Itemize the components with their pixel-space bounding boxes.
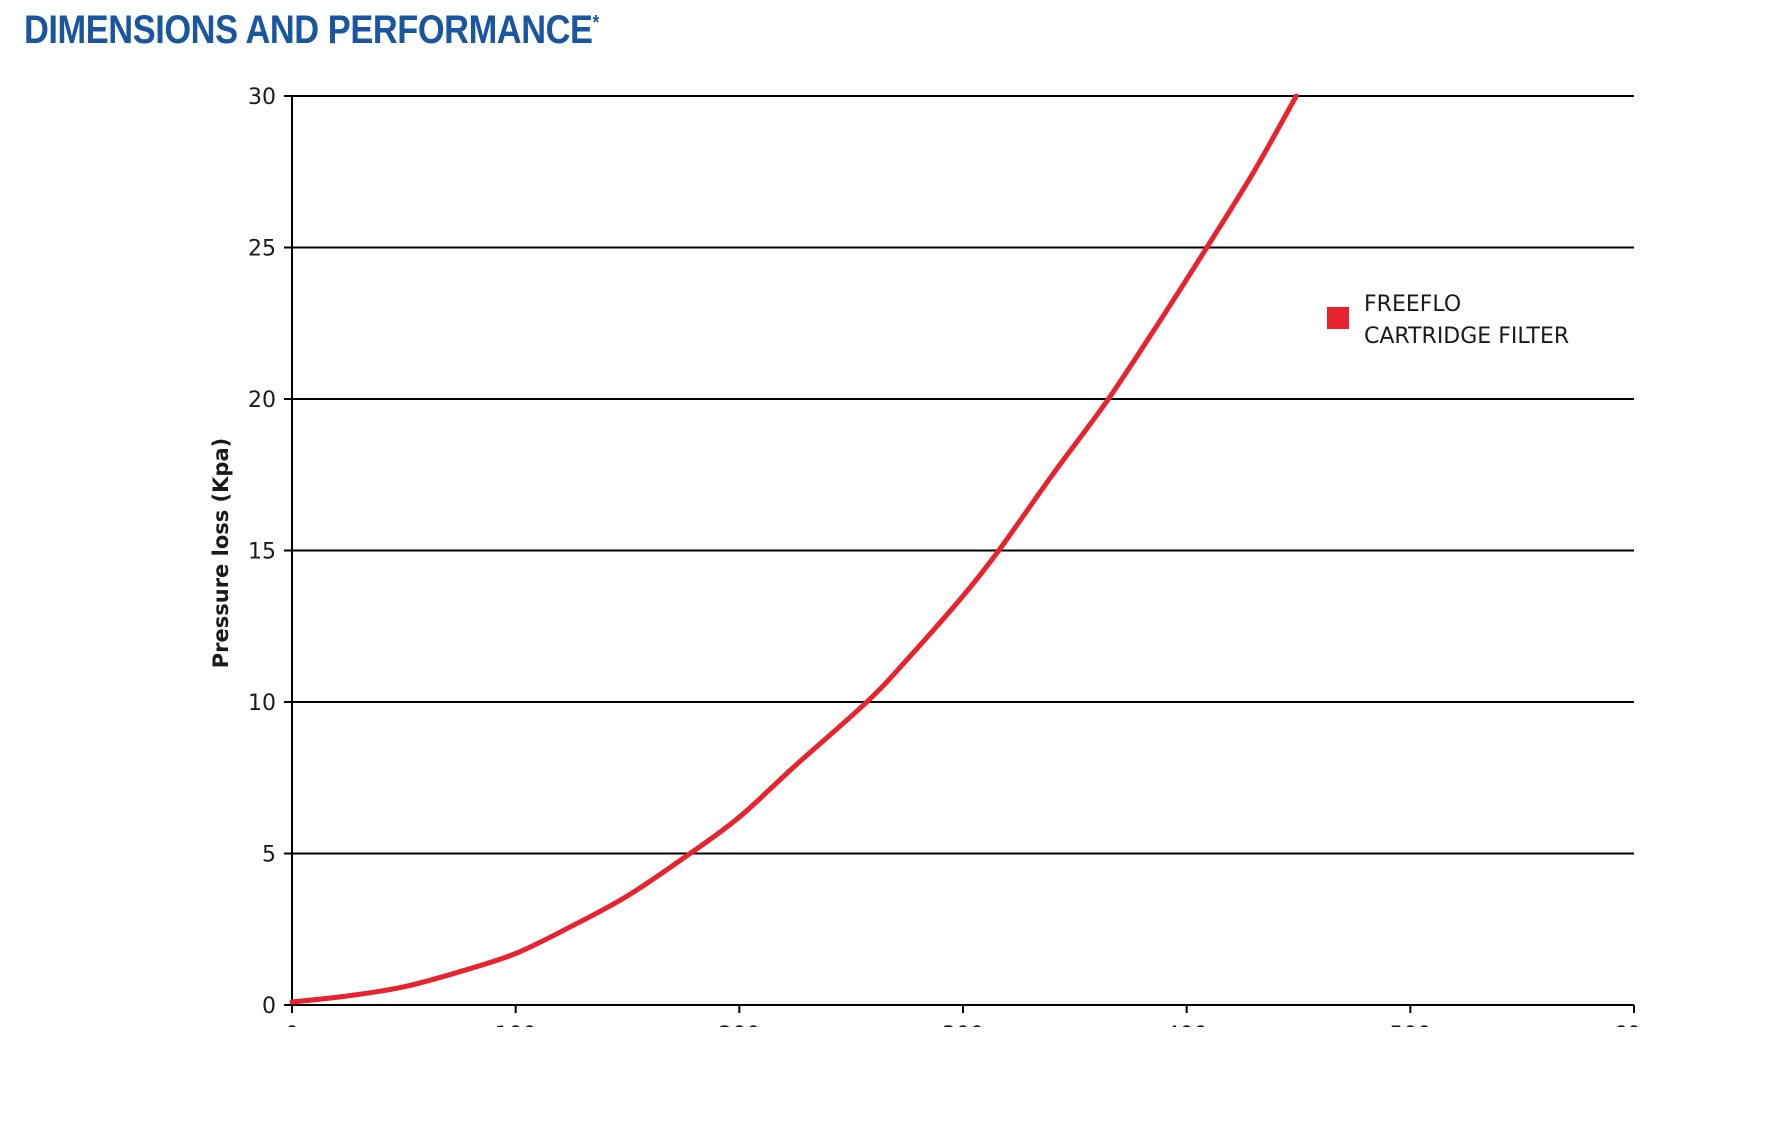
page-title-text: DIMENSIONS AND PERFORMANCE: [24, 8, 593, 52]
y-tick-label-10: 10: [248, 691, 276, 716]
y-tick-label-15: 15: [248, 540, 276, 565]
page-title: DIMENSIONS AND PERFORMANCE*: [24, 8, 599, 53]
series-point-0-7: [690, 853, 691, 854]
series-point-0-3: [459, 971, 460, 972]
y-axis-label: Pressure loss (Kpa): [209, 438, 233, 668]
x-tick-label-0: 0: [285, 1023, 299, 1048]
series-point-0-8: [739, 817, 740, 818]
axes: [284, 95, 1635, 1013]
series-layer: [289, 93, 1299, 1005]
series-point-0-17: [1206, 247, 1207, 248]
legend: FREEFLO CARTRIDGE FILTER: [1327, 292, 1569, 349]
legend-label-line-2: CARTRIDGE FILTER: [1364, 324, 1569, 349]
y-tick-label-0: 0: [262, 994, 276, 1019]
y-tick-label-25: 25: [248, 237, 276, 262]
title-footnote-mark: *: [592, 12, 600, 34]
y-tick-label-30: 30: [248, 85, 276, 110]
series-line-0: [289, 93, 1299, 1005]
x-tick-label-500: 500: [1389, 1023, 1431, 1048]
series-point-0-6: [627, 895, 628, 896]
y-tick-label-20: 20: [248, 388, 276, 413]
y-tick-labels: 0 5 10 15 20 25 30: [248, 85, 276, 1019]
series-point-0-16: [1164, 314, 1165, 315]
series-point-0-0: [292, 1001, 293, 1002]
x-tick-label-300: 300: [942, 1023, 984, 1048]
x-tick-label-600: 600: [1613, 1023, 1655, 1048]
legend-swatch: [1327, 307, 1349, 329]
x-tick-label-200: 200: [718, 1023, 760, 1048]
series-point-0-14: [1052, 474, 1053, 475]
series-point-0-10: [866, 702, 867, 703]
grid-lines: [292, 95, 1634, 855]
legend-label-line-1: FREEFLO: [1364, 292, 1461, 317]
series-point-0-9: [795, 765, 796, 766]
series-point-0-1: [347, 995, 348, 996]
series-point-0-12: [963, 595, 964, 596]
series-point-0-2: [403, 986, 404, 987]
series-point-0-5: [571, 926, 572, 927]
series-point-0-13: [998, 550, 999, 551]
x-tick-labels: 0 100 200 300 400 500 600: [285, 1023, 1655, 1048]
series-point-0-4: [515, 953, 516, 954]
y-tick-label-5: 5: [262, 843, 276, 868]
series-point-0-19: [1296, 96, 1297, 97]
series-point-0-15: [1108, 399, 1109, 400]
x-tick-label-400: 400: [1166, 1023, 1208, 1048]
series-point-0-18: [1253, 171, 1254, 172]
x-tick-label-100: 100: [495, 1023, 537, 1048]
series-point-0-11: [907, 659, 908, 660]
